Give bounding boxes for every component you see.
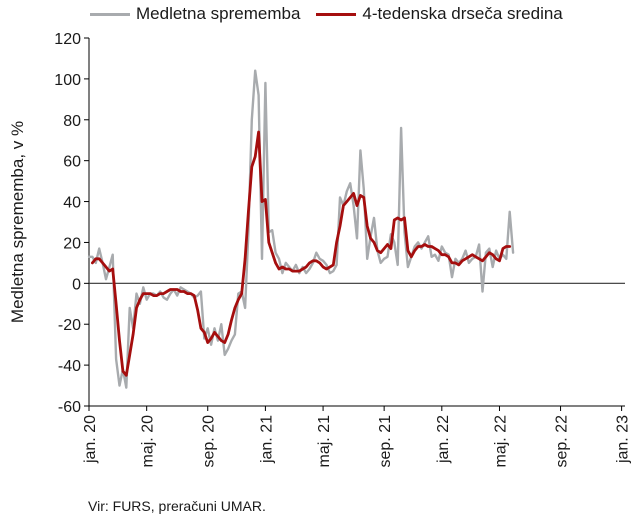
legend-item-series-b: 4-tedenska drseča sredina: [316, 4, 563, 24]
x-tick-label: maj. 21: [316, 415, 333, 468]
y-tick-label: 120: [54, 31, 81, 48]
legend-label-series-b: 4-tedenska drseča sredina: [362, 4, 563, 23]
y-tick-label: 0: [72, 276, 81, 293]
x-tick-label: jan. 23: [615, 415, 632, 464]
x-tick-label: maj. 22: [492, 415, 509, 468]
y-tick-label: -20: [58, 317, 81, 334]
x-tick-label: jan. 20: [82, 415, 99, 464]
y-tick-label: 40: [63, 195, 81, 212]
y-tick-label: 60: [63, 154, 81, 171]
legend-label-series-a: Medletna sprememba: [136, 4, 301, 23]
y-tick-label: -60: [58, 399, 81, 416]
y-tick-label: 100: [54, 72, 81, 89]
x-tick-label: sep. 20: [201, 415, 218, 468]
legend-item-series-a: Medletna sprememba: [90, 4, 300, 24]
y-tick-label: 20: [63, 235, 81, 252]
x-tick-label: sep. 21: [377, 415, 394, 468]
x-tick-label: maj. 20: [140, 415, 157, 468]
x-tick-label: sep. 22: [554, 415, 571, 468]
legend-swatch-red: [316, 12, 357, 16]
y-axis-title: Medletna sprememba, v %: [8, 121, 27, 323]
line-chart: -60 -40 -20 0 20 40 60 80 100 120 jan. 20 maj. 20 se…: [8, 31, 632, 468]
series-line-drseca-sredina: [91, 130, 512, 377]
legend-swatch-gray: [90, 12, 130, 16]
chart-legend: Medletna sprememba 4-tedenska drseča sre…: [90, 2, 579, 26]
series-line-medletna-sprememba: [87, 69, 515, 389]
x-tick-label: jan. 21: [258, 415, 275, 464]
x-tick-label: jan. 22: [435, 415, 452, 464]
y-tick-label: 80: [63, 113, 81, 130]
y-tick-label: -40: [58, 358, 81, 375]
source-note: Vir: FURS, preračuni UMAR.: [88, 498, 266, 514]
